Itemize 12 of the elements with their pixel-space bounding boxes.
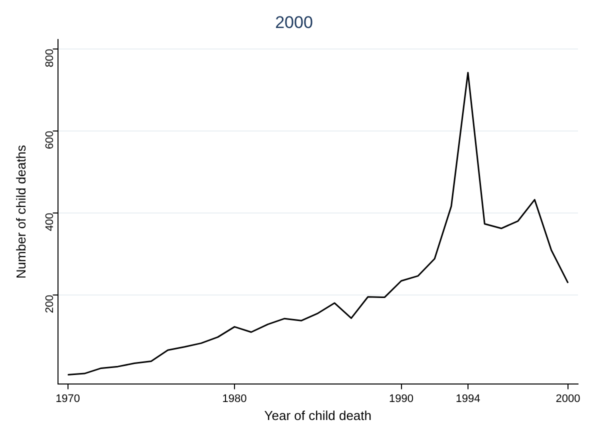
x-tick-label: 1970 [56, 392, 80, 405]
x-tick-label: 2000 [556, 392, 580, 405]
chart-title: 2000 [275, 12, 313, 32]
x-tick-label: 1980 [222, 392, 247, 405]
y-tick-label: 200 [44, 294, 56, 314]
x-tick-label: 1990 [389, 392, 414, 405]
x-axis-title: Year of child death [264, 408, 372, 423]
y-tick-label: 400 [44, 212, 56, 232]
x-tick-label: 1994 [456, 392, 480, 405]
y-tick-label: 800 [44, 48, 56, 68]
y-tick-label: 600 [44, 130, 56, 150]
y-axis-title: Number of child deaths [13, 144, 28, 279]
